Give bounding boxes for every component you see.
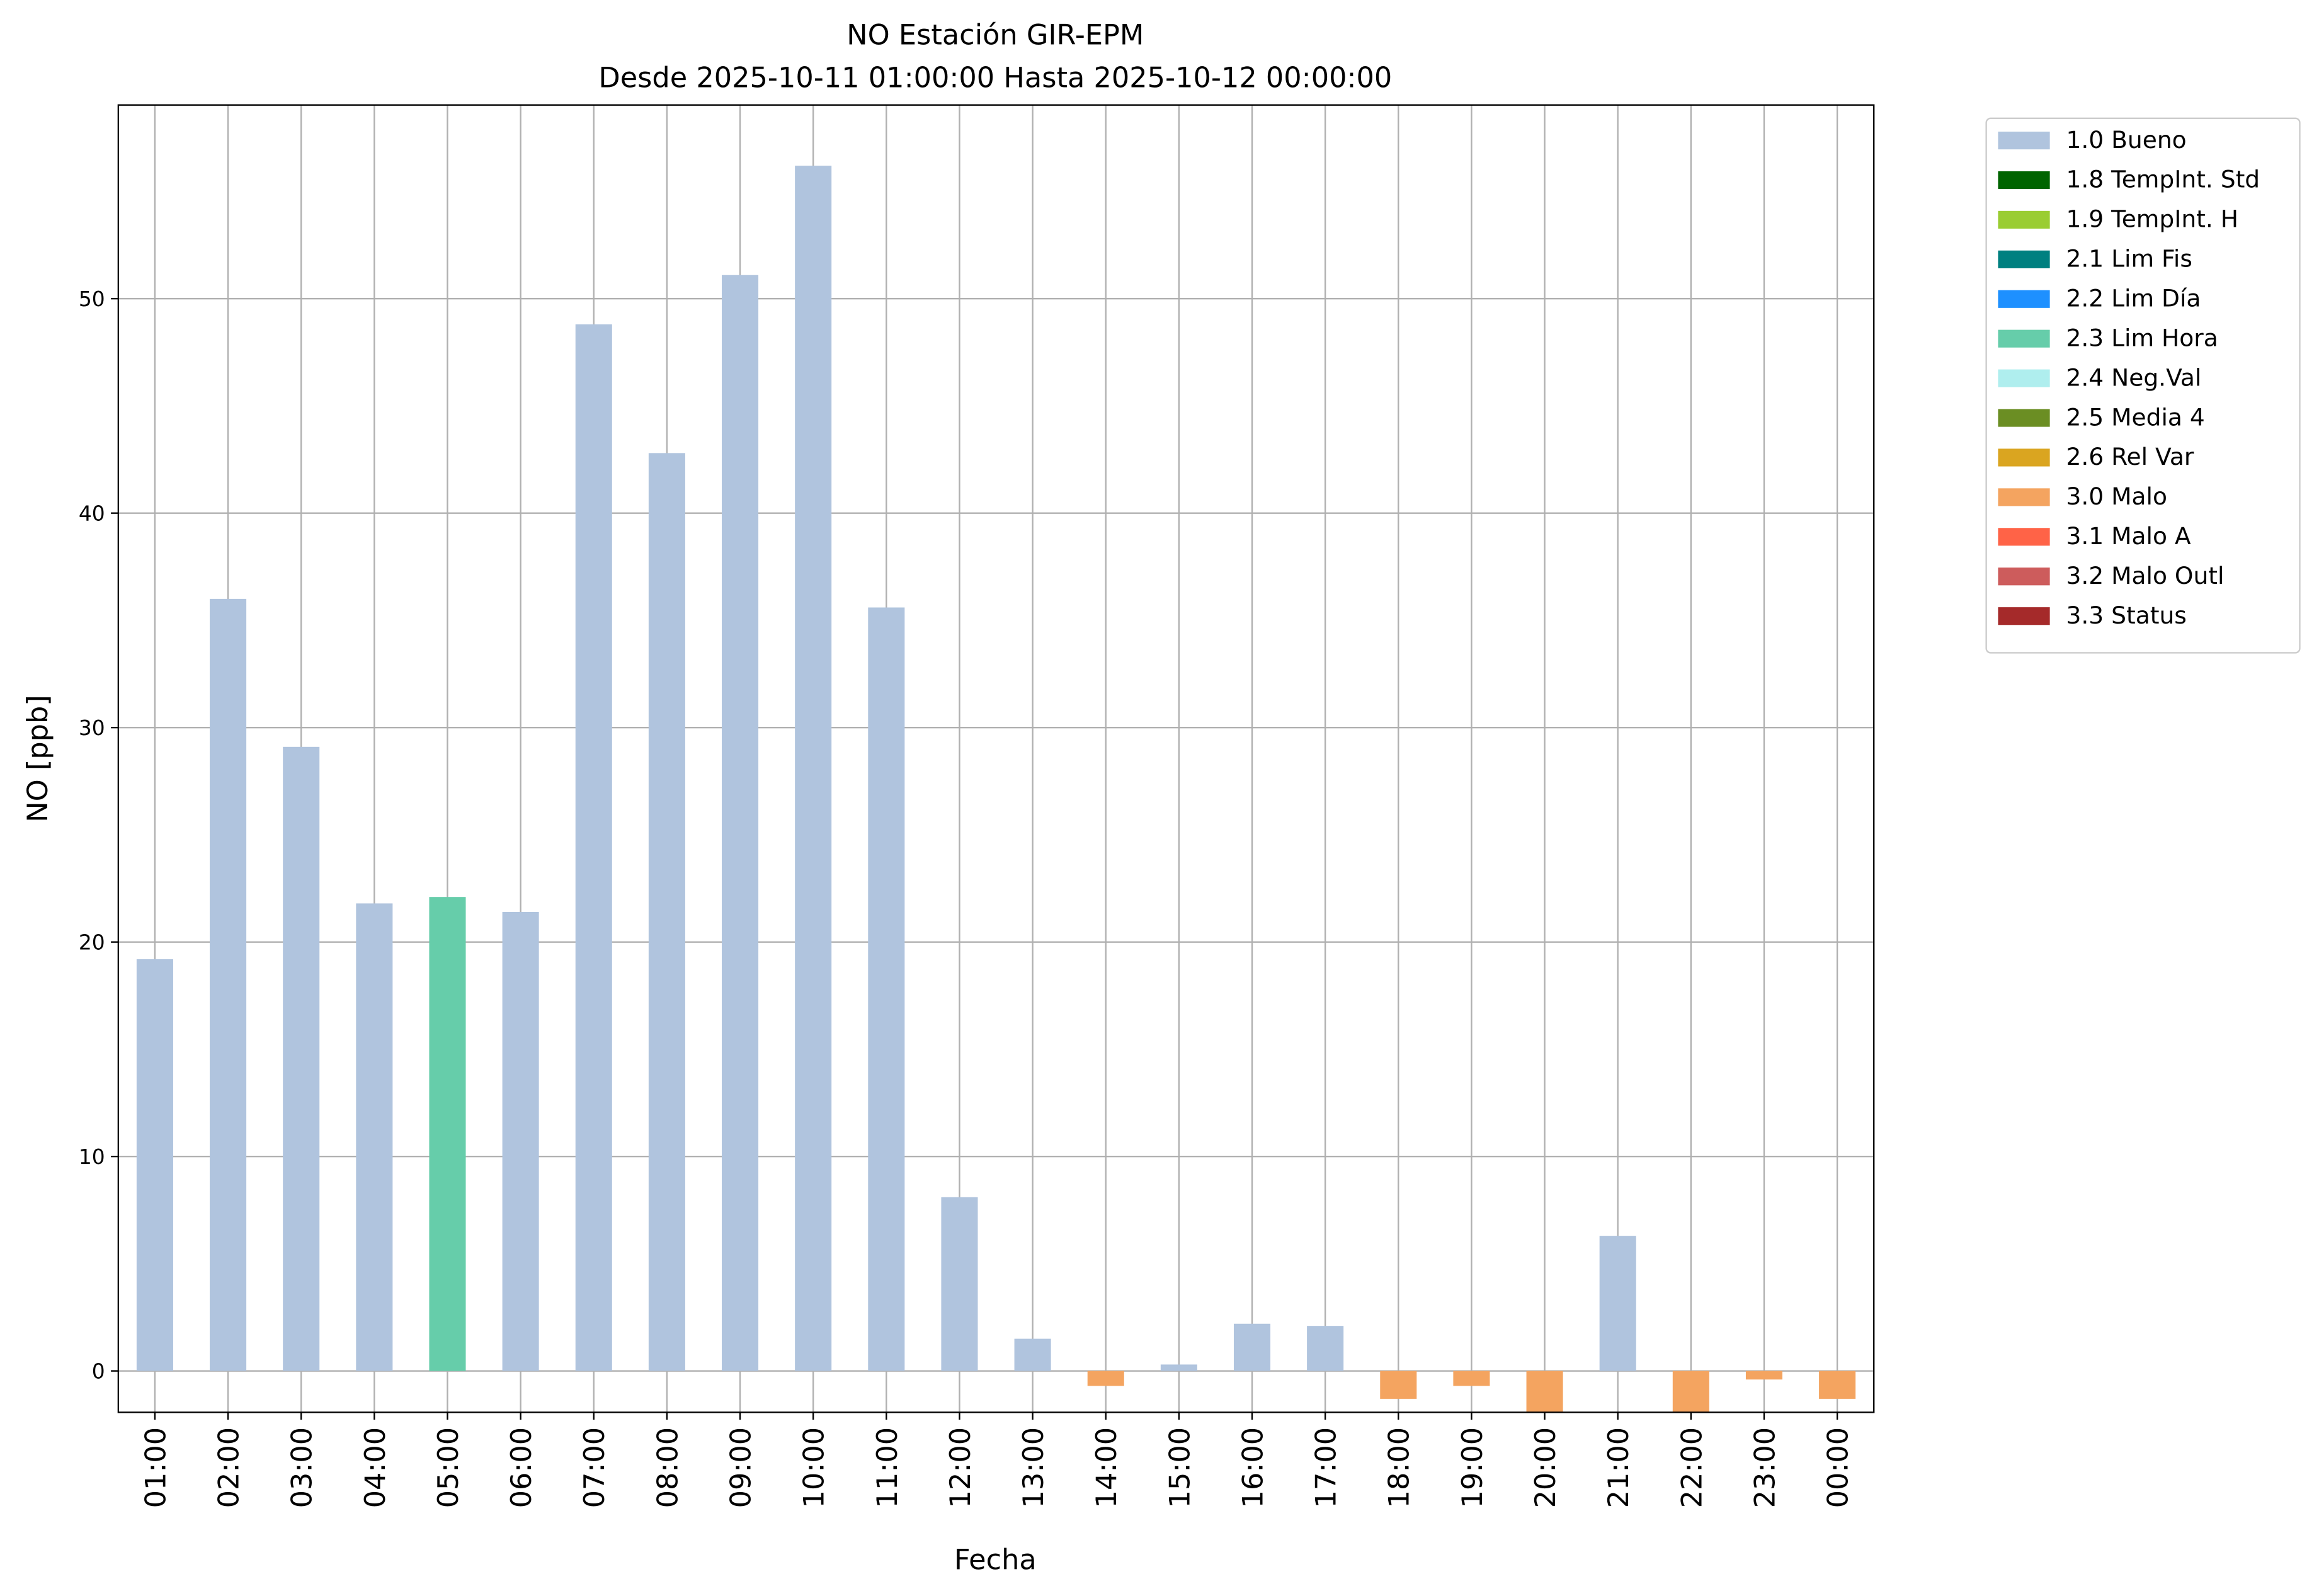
bar — [210, 598, 247, 1371]
x-tick-label: 00:00 — [1822, 1427, 1855, 1508]
x-tick-label: 14:00 — [1090, 1427, 1123, 1508]
legend-label: 1.8 TempInt. Std — [2066, 166, 2260, 193]
x-tick-label: 13:00 — [1017, 1427, 1050, 1508]
legend-label: 2.6 Rel Var — [2066, 443, 2194, 470]
bar — [1745, 1371, 1783, 1380]
legend-swatch — [1998, 171, 2050, 190]
legend-label: 2.5 Media 4 — [2066, 403, 2204, 431]
chart-title: NO Estación GIR-EPM — [846, 18, 1144, 51]
legend-label: 2.3 Lim Hora — [2066, 324, 2218, 351]
x-tick-label: 06:00 — [505, 1427, 538, 1508]
chart-subtitle: Desde 2025-10-11 01:00:00 Hasta 2025-10-… — [598, 62, 1392, 94]
bar — [283, 746, 320, 1371]
x-tick-label: 19:00 — [1456, 1427, 1489, 1508]
bar — [1526, 1371, 1563, 1413]
bar — [1453, 1371, 1490, 1386]
x-tick-label: 20:00 — [1529, 1427, 1562, 1508]
x-tick-label: 23:00 — [1748, 1427, 1781, 1508]
legend-swatch — [1998, 448, 2050, 467]
x-tick-label: 15:00 — [1163, 1427, 1196, 1508]
ticks: 0 10 20 30 40 50 01:00 02:00 03:00 04:00 05:00 06:0… — [79, 287, 1855, 1508]
x-tick-label: 21:00 — [1602, 1427, 1635, 1508]
legend-label: 3.3 Status — [2066, 601, 2186, 629]
bar — [1233, 1323, 1271, 1371]
y-axis-label: NO [ppb] — [21, 695, 54, 822]
legend-swatch — [1998, 290, 2050, 308]
bar — [1380, 1371, 1417, 1399]
legend-swatch — [1998, 250, 2050, 268]
y-tick-label: 20 — [79, 930, 105, 954]
legend-swatch — [1998, 210, 2050, 229]
y-tick-label: 0 — [92, 1359, 105, 1383]
y-tick-label: 10 — [79, 1144, 105, 1169]
legend-label: 2.2 Lim Día — [2066, 285, 2201, 312]
bar — [941, 1197, 978, 1371]
bar — [1014, 1338, 1051, 1371]
x-tick-label: 02:00 — [213, 1427, 246, 1508]
legend-swatch — [1998, 131, 2050, 150]
legend-label: 2.1 Lim Fis — [2066, 245, 2192, 273]
x-tick-label: 03:00 — [286, 1427, 319, 1508]
legend-label: 2.4 Neg.Val — [2066, 363, 2201, 391]
x-tick-label: 22:00 — [1675, 1427, 1708, 1508]
bar — [868, 607, 905, 1371]
bar — [356, 903, 393, 1371]
legend-box — [1985, 117, 2301, 654]
x-tick-label: 07:00 — [578, 1427, 611, 1508]
plot-frame — [117, 104, 1875, 1413]
x-tick-label: 09:00 — [724, 1427, 757, 1508]
x-tick-label: 01:00 — [139, 1427, 172, 1508]
x-tick-label: 12:00 — [944, 1427, 977, 1508]
legend-swatch — [1998, 488, 2050, 506]
legend: 1.0 Bueno 1.8 TempInt. Std 1.9 TempInt. H 2… — [1985, 117, 2301, 654]
legend-swatch — [1998, 409, 2050, 427]
x-tick-label: 10:00 — [798, 1427, 831, 1508]
legend-swatch — [1998, 567, 2050, 586]
x-tick-label: 08:00 — [651, 1427, 684, 1508]
y-tick-label: 50 — [79, 287, 105, 311]
legend-swatch — [1998, 607, 2050, 625]
y-tick-label: 30 — [79, 715, 105, 740]
legend-swatch — [1998, 369, 2050, 387]
bar — [136, 959, 173, 1371]
bars — [136, 166, 1856, 1413]
legend-label: 1.0 Bueno — [2066, 126, 2186, 154]
x-tick-label: 04:00 — [359, 1427, 392, 1508]
legend-label: 1.9 TempInt. H — [2066, 205, 2238, 233]
bar — [795, 166, 832, 1371]
x-tick-label: 16:00 — [1236, 1427, 1269, 1508]
legend-swatch — [1998, 528, 2050, 546]
bar — [575, 324, 612, 1371]
bar — [502, 911, 539, 1371]
bar — [1160, 1364, 1197, 1371]
bar — [1599, 1236, 1636, 1371]
legend-label: 3.0 Malo — [2066, 482, 2167, 510]
x-tick-label: 05:00 — [432, 1427, 465, 1508]
legend-label: 3.1 Malo A — [2066, 522, 2191, 550]
x-tick-label: 18:00 — [1383, 1427, 1416, 1508]
x-tick-label: 17:00 — [1310, 1427, 1343, 1508]
bar — [722, 275, 759, 1371]
bar — [429, 897, 466, 1371]
bar — [1307, 1326, 1344, 1371]
legend-swatch — [1998, 329, 2050, 348]
x-tick-label: 11:00 — [871, 1427, 904, 1508]
bar — [1087, 1371, 1124, 1386]
bar — [1819, 1371, 1856, 1399]
x-axis-label: Fecha — [954, 1543, 1037, 1576]
legend-label: 3.2 Malo Outl — [2066, 562, 2224, 590]
bar — [1672, 1371, 1709, 1413]
bar — [648, 453, 685, 1371]
y-tick-label: 40 — [79, 501, 105, 525]
